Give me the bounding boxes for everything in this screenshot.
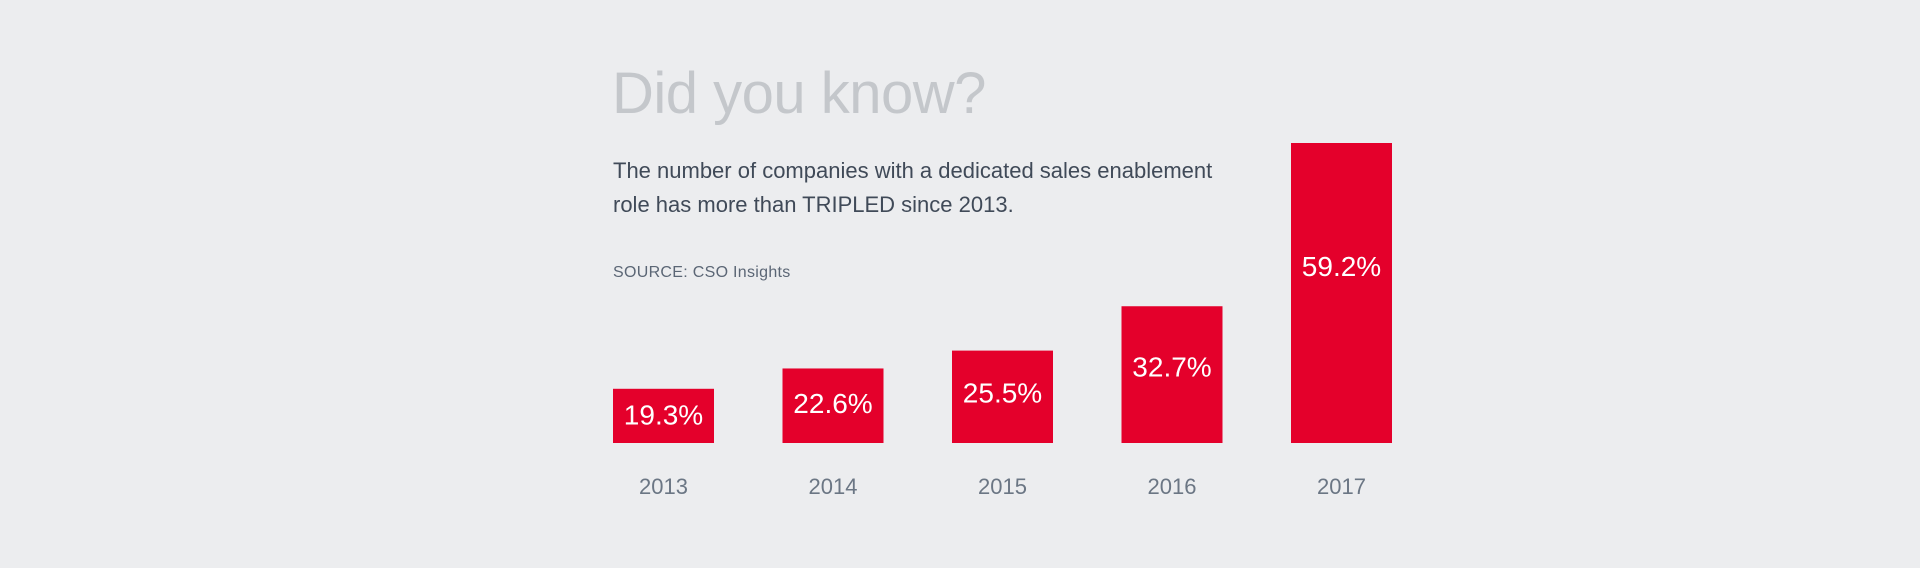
category-label: 2015 [978,474,1027,499]
category-label: 2013 [639,474,688,499]
bar-value-label: 25.5% [963,377,1042,408]
category-label: 2016 [1148,474,1197,499]
heading: Did you know? [612,61,986,126]
bar-2015 [952,350,1053,443]
bar-2017 [1291,143,1392,443]
bar-value-label: 32.7% [1132,352,1211,383]
bar-value-label: 22.6% [793,388,872,419]
bar-2016 [1121,306,1223,443]
bar-value-label: 59.2% [1302,251,1381,282]
description-text: The number of companies with a dedicated… [613,158,1213,217]
bar-value-label: 19.3% [624,400,703,431]
bar-2013 [613,388,714,443]
source-note: SOURCE: CSO Insights [613,264,791,281]
category-label: 2017 [1317,474,1366,499]
bar-2014 [782,368,884,443]
category-label: 2014 [809,474,858,499]
